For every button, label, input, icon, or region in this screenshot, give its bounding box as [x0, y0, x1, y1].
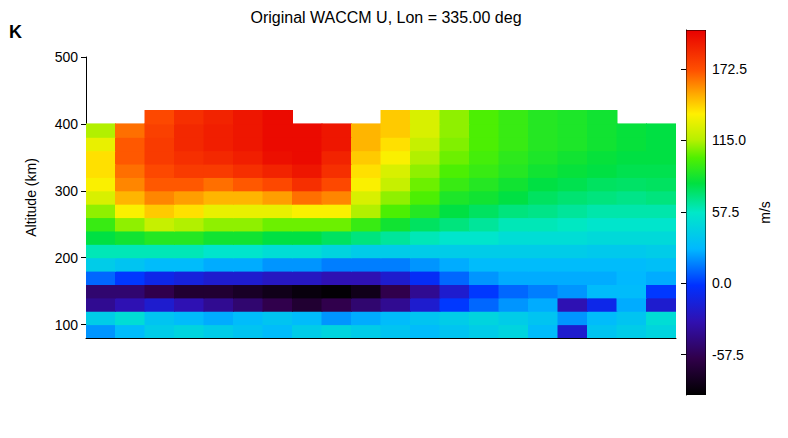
svg-text:0.0: 0.0 — [712, 275, 732, 291]
svg-text:172.5: 172.5 — [712, 61, 747, 77]
svg-text:Original WACCM U, Lon = 335.00: Original WACCM U, Lon = 335.00 deg — [250, 9, 521, 26]
svg-text:Altitude (km): Altitude (km) — [23, 158, 39, 237]
svg-text:57.5: 57.5 — [712, 204, 739, 220]
svg-text:200: 200 — [55, 250, 79, 266]
svg-text:400: 400 — [55, 116, 79, 132]
svg-text:500: 500 — [55, 49, 79, 65]
svg-text:K: K — [9, 22, 22, 42]
svg-text:m/s: m/s — [757, 201, 773, 224]
svg-text:115.0: 115.0 — [712, 132, 746, 148]
svg-text:-57.5: -57.5 — [712, 347, 744, 363]
svg-text:100: 100 — [55, 317, 79, 333]
svg-text:300: 300 — [55, 183, 79, 199]
